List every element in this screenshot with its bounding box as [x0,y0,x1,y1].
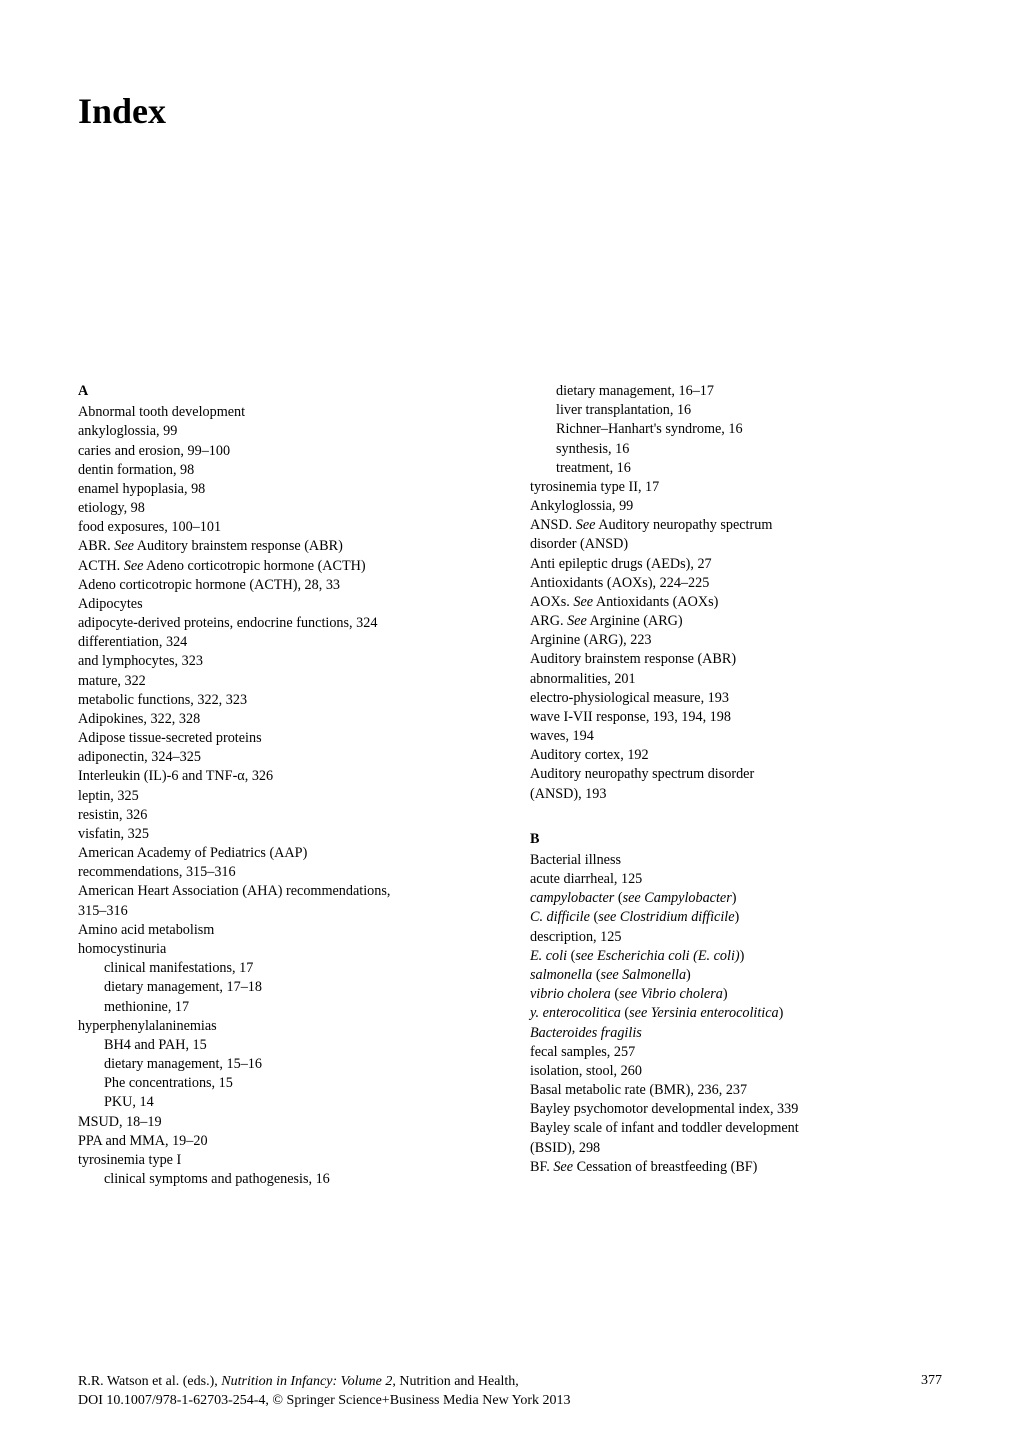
index-entry: Auditory neuropathy spectrum disorder [530,765,942,784]
index-entry: description, 125 [556,928,942,947]
index-entry: Bayley psychomotor developmental index, … [530,1100,942,1119]
index-entry: fecal samples, 257 [556,1043,942,1062]
index-entry: hyperphenylalaninemias [104,1017,490,1036]
index-entry: E. coli (see Escherichia coli (E. coli)) [556,947,942,966]
index-entry: isolation, stool, 260 [556,1062,942,1081]
index-entry: ACTH. See Adeno corticotropic hormone (A… [78,557,490,576]
page-title: Index [78,90,942,132]
index-entry: Arginine (ARG), 223 [530,631,942,650]
index-entry: treatment, 16 [582,459,942,478]
index-entry: campylobacter (see Campylobacter) [556,889,942,908]
index-entry: caries and erosion, 99–100 [104,442,490,461]
index-entry: dietary management, 16–17 [582,382,942,401]
index-entry: MSUD, 18–19 [104,1113,490,1132]
index-entry: metabolic functions, 322, 323 [104,691,490,710]
index-entry: dietary management, 15–16 [130,1055,490,1074]
index-entry: adipocyte-derived proteins, endocrine fu… [104,614,490,633]
index-entry: dietary management, 17–18 [130,978,490,997]
footer-line1-italic: Nutrition in Infancy: Volume 2 [221,1374,392,1389]
index-entry: visfatin, 325 [104,825,490,844]
index-entry: Adeno corticotropic hormone (ACTH), 28, … [78,576,490,595]
index-entry: Interleukin (IL)-6 and TNF-α, 326 [104,767,490,786]
index-entry: Richner–Hanhart's syndrome, 16 [582,420,942,439]
index-entry: Auditory brainstem response (ABR) [530,650,942,669]
index-entry: Adipokines, 322, 328 [78,710,490,729]
section-head-a: A [78,382,490,401]
index-entry: Ankyloglossia, 99 [530,497,942,516]
left-column: A Abnormal tooth developmentankyloglossi… [78,382,490,1189]
index-entry: American Heart Association (AHA) recomme… [78,882,490,901]
index-entry: salmonella (see Salmonella) [556,966,942,985]
index-entry: clinical symptoms and pathogenesis, 16 [130,1170,490,1189]
right-entries-a: dietary management, 16–17liver transplan… [530,382,942,804]
footer-line1-pre: R.R. Watson et al. (eds.), [78,1374,221,1389]
index-entry: mature, 322 [104,672,490,691]
index-entry: liver transplantation, 16 [582,401,942,420]
index-entry: synthesis, 16 [582,440,942,459]
index-entry: Antioxidants (AOXs), 224–225 [530,574,942,593]
index-entry: C. difficile (see Clostridium difficile) [556,908,942,927]
right-column: dietary management, 16–17liver transplan… [530,382,942,1189]
index-entry: Bacterial illness [530,851,942,870]
index-entry: Anti epileptic drugs (AEDs), 27 [530,555,942,574]
index-entry: Adipocytes [78,595,490,614]
index-entry: Abnormal tooth development [78,403,490,422]
index-entry: Adipose tissue-secreted proteins [78,729,490,748]
index-entry: tyrosinemia type I [104,1151,490,1170]
index-entry: ABR. See Auditory brainstem response (AB… [78,537,490,556]
index-entry: electro-physiological measure, 193 [556,689,942,708]
index-entry: ANSD. See Auditory neuropathy spectrum [530,516,942,535]
index-entry: recommendations, 315–316 [134,863,490,882]
index-entry: waves, 194 [556,727,942,746]
index-entry: abnormalities, 201 [556,670,942,689]
index-entry: Amino acid metabolism [78,921,490,940]
footer-line1-post: , Nutrition and Health, [392,1374,518,1389]
section-head-b: B [530,830,942,849]
index-entry: Auditory cortex, 192 [530,746,942,765]
index-entry: food exposures, 100–101 [104,518,490,537]
index-entry: PKU, 14 [130,1093,490,1112]
index-entry: BF. See Cessation of breastfeeding (BF) [530,1158,942,1177]
index-entry: PPA and MMA, 19–20 [104,1132,490,1151]
index-entry: Phe concentrations, 15 [130,1074,490,1093]
left-entries: Abnormal tooth developmentankyloglossia,… [78,403,490,1189]
index-entry: Bacteroides fragilis [530,1024,942,1043]
index-entry: dentin formation, 98 [104,461,490,480]
index-entry: ARG. See Arginine (ARG) [530,612,942,631]
index-columns: A Abnormal tooth developmentankyloglossi… [78,382,942,1189]
index-entry: tyrosinemia type II, 17 [556,478,942,497]
index-entry: BH4 and PAH, 15 [130,1036,490,1055]
index-entry: American Academy of Pediatrics (AAP) [78,844,490,863]
index-entry: (ANSD), 193 [586,785,942,804]
index-entry: clinical manifestations, 17 [130,959,490,978]
footer-line2: DOI 10.1007/978-1-62703-254-4, © Springe… [78,1393,571,1408]
index-entry: wave I-VII response, 193, 194, 198 [556,708,942,727]
index-entry: (BSID), 298 [586,1139,942,1158]
index-entry: leptin, 325 [104,787,490,806]
index-entry: vibrio cholera (see Vibrio cholera) [556,985,942,1004]
index-entry: disorder (ANSD) [586,535,942,554]
index-entry: etiology, 98 [104,499,490,518]
index-entry: homocystinuria [104,940,490,959]
right-entries-b: Bacterial illnessacute diarrheal, 125cam… [530,851,942,1177]
index-entry: ankyloglossia, 99 [104,422,490,441]
index-entry: differentiation, 324 [104,633,490,652]
index-entry: adiponectin, 324–325 [104,748,490,767]
index-entry: 315–316 [134,902,490,921]
page-number: 377 [921,1373,942,1411]
index-entry: AOXs. See Antioxidants (AOXs) [530,593,942,612]
index-entry: resistin, 326 [104,806,490,825]
index-entry: enamel hypoplasia, 98 [104,480,490,499]
index-entry: Basal metabolic rate (BMR), 236, 237 [530,1081,942,1100]
footer: R.R. Watson et al. (eds.), Nutrition in … [78,1373,942,1411]
index-entry: methionine, 17 [130,998,490,1017]
footer-citation: R.R. Watson et al. (eds.), Nutrition in … [78,1373,571,1411]
index-entry: acute diarrheal, 125 [556,870,942,889]
index-entry: Bayley scale of infant and toddler devel… [530,1119,942,1138]
index-entry: y. enterocolitica (see Yersinia enteroco… [556,1004,942,1023]
index-entry: and lymphocytes, 323 [104,652,490,671]
